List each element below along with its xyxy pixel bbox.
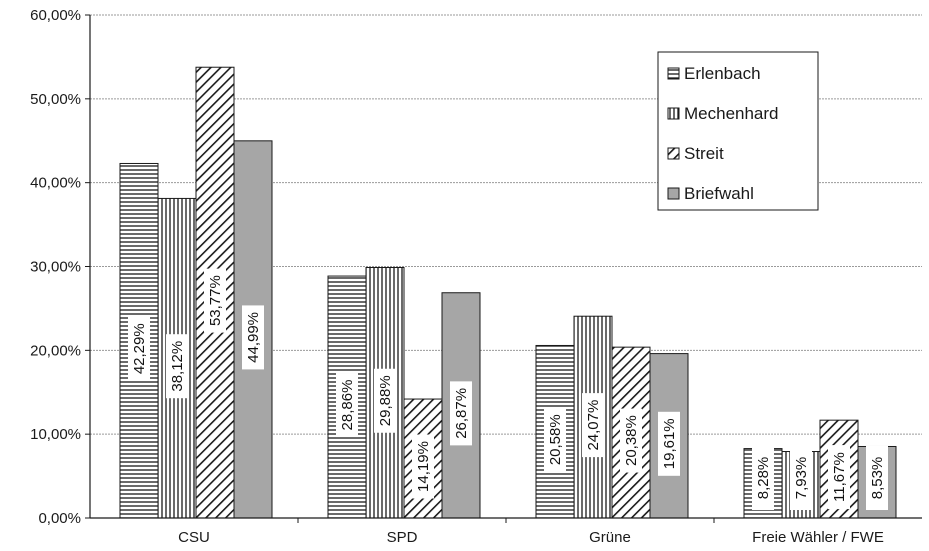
data-label-box <box>128 316 150 381</box>
data-label-box <box>828 445 850 510</box>
x-category-label: Grüne <box>589 529 631 546</box>
legend-swatch-mechenhard <box>667 107 680 120</box>
data-label-box <box>658 411 680 476</box>
data-label-box <box>752 446 774 510</box>
data-label: 29,88% <box>374 368 396 433</box>
y-tick-label: 30,00% <box>30 259 81 276</box>
legend: Erlenbach Mechenhard Streit Briefwahl <box>657 51 819 211</box>
legend-label-briefwahl: Briefwahl <box>684 184 754 203</box>
y-tick-label: 40,00% <box>30 175 81 192</box>
data-label-text: 53,77% <box>207 275 224 326</box>
data-label-box <box>412 434 434 499</box>
data-label-box <box>582 393 604 458</box>
y-tick-label: 50,00% <box>30 91 81 108</box>
data-label: 44,99% <box>242 305 264 370</box>
data-label-box <box>166 334 188 399</box>
data-label-box <box>620 408 642 473</box>
data-label: 8,53% <box>866 446 888 510</box>
data-label-text: 38,12% <box>169 341 186 392</box>
data-label-box <box>242 305 264 370</box>
data-label-box <box>866 446 888 510</box>
data-label-box <box>790 446 812 510</box>
data-label-box <box>204 268 226 333</box>
data-label: 28,86% <box>336 373 358 438</box>
data-label: 53,77% <box>204 268 226 333</box>
legend-label-streit: Streit <box>684 144 724 163</box>
data-label: 7,93% <box>790 446 812 510</box>
x-category-label: CSU <box>178 529 210 546</box>
data-label-text: 26,87% <box>453 388 470 439</box>
data-label-text: 29,88% <box>377 375 394 426</box>
data-label-box <box>450 381 472 446</box>
y-tick-label: 20,00% <box>30 342 81 359</box>
data-labels: 42,29% 38,12% 53,77% 44,99% 28,86% 29,88% 14,1… <box>128 268 888 510</box>
data-label: 11,67% <box>828 445 850 510</box>
y-tick-label: 0,00% <box>38 510 81 527</box>
data-label-text: 20,58% <box>547 414 564 465</box>
data-label-box <box>336 373 358 438</box>
data-label-text: 28,86% <box>339 380 356 431</box>
data-label-box <box>374 368 396 433</box>
y-tick-label: 10,00% <box>30 426 81 443</box>
data-label-text: 14,19% <box>415 441 432 492</box>
legend-swatch-erlenbach <box>667 67 680 80</box>
data-label: 20,38% <box>620 408 642 473</box>
data-label-text: 7,93% <box>793 457 810 500</box>
x-category-label: Freie Wähler / FWE <box>752 529 884 546</box>
x-category-label: SPD <box>387 529 418 546</box>
legend-box <box>657 51 819 211</box>
data-label: 24,07% <box>582 393 604 458</box>
data-label: 38,12% <box>166 334 188 399</box>
data-label-text: 8,28% <box>755 457 772 500</box>
legend-label-mechenhard: Mechenhard <box>684 104 779 123</box>
y-tick-label: 60,00% <box>30 7 81 24</box>
data-label-box <box>544 407 566 472</box>
legend-swatch-briefwahl <box>667 187 680 200</box>
data-label-text: 8,53% <box>869 457 886 500</box>
data-label: 8,28% <box>752 446 774 510</box>
data-label-text: 44,99% <box>245 312 262 363</box>
legend-swatch-streit <box>667 147 680 160</box>
legend-label-erlenbach: Erlenbach <box>684 64 761 83</box>
data-label-text: 42,29% <box>131 323 148 374</box>
data-label: 20,58% <box>544 407 566 472</box>
data-label-text: 11,67% <box>831 452 848 502</box>
axes: 0,00% 10,00% 20,00% 30,00% 40,00% 50,00% 60,00… <box>30 7 922 546</box>
data-label-text: 19,61% <box>661 418 678 469</box>
data-label-text: 20,38% <box>623 415 640 466</box>
data-label: 19,61% <box>658 411 680 476</box>
data-label: 14,19% <box>412 434 434 499</box>
data-label: 26,87% <box>450 381 472 446</box>
data-label: 42,29% <box>128 316 150 381</box>
data-label-text: 24,07% <box>585 400 602 451</box>
